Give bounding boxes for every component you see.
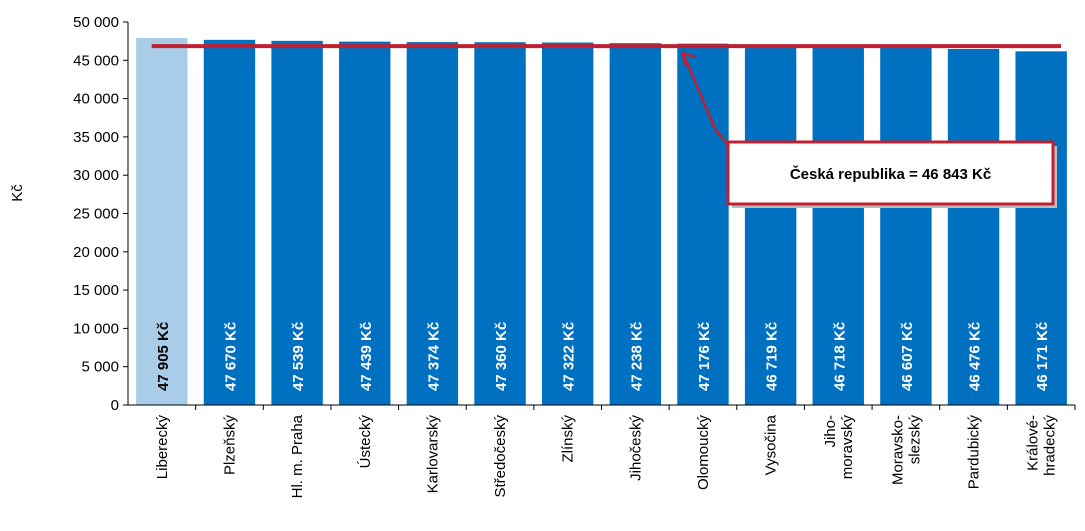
bar	[609, 43, 662, 405]
y-tick-label: 35 000	[73, 129, 119, 146]
reference-line-group: Česká republika = 46 843 Kč	[151, 44, 1061, 208]
bar-value-labels: 47 905 Kč 47 670 Kč 47 539 Kč 47 439 Kč 47 3…	[155, 322, 1051, 391]
y-tick-label: 40 000	[73, 91, 119, 108]
bar-value-label: 46 607 Kč	[899, 322, 916, 391]
bar-value-label: 47 539 Kč	[290, 322, 307, 391]
bar	[474, 42, 526, 405]
x-category-label: Plzeňský	[221, 415, 238, 476]
x-category-label: Olomoucký	[695, 415, 712, 491]
x-axis: Liberecký Plzeňský Hl. m. Praha Ústecký Karl…	[128, 404, 1076, 498]
bar	[541, 42, 594, 405]
bar-value-label: 47 439 Kč	[358, 322, 375, 391]
bar-value-label: 46 718 Kč	[831, 322, 848, 391]
bar	[880, 47, 932, 405]
bar	[203, 39, 256, 405]
callout-label: Česká republika = 46 843 Kč	[790, 165, 991, 183]
y-tick-label: 30 000	[73, 167, 119, 184]
y-tick-label: 45 000	[73, 52, 119, 69]
bar-value-label: 47 670 Kč	[222, 322, 239, 391]
bar-value-label: 46 719 Kč	[764, 322, 781, 391]
y-tick-label: 50 000	[73, 14, 119, 31]
x-category-label: Liberecký	[154, 415, 171, 480]
bar	[677, 43, 729, 406]
y-tick-label: 15 000	[73, 282, 119, 299]
x-category-label: Vysočina	[763, 414, 780, 475]
bar-value-label: 47 905 Kč	[155, 322, 172, 391]
x-category-label: Moravsko-slezský	[889, 415, 923, 486]
x-category-label: Králové-hradecký	[1025, 415, 1059, 476]
callout-arrowhead	[681, 51, 697, 67]
bar	[947, 48, 1000, 406]
x-category-label: Hl. m. Praha	[289, 414, 306, 498]
x-category-label: Jiho-moravský	[822, 415, 856, 480]
bar	[271, 40, 323, 406]
y-tick-label: 5 000	[81, 359, 119, 376]
x-category-label: Jihočeský	[627, 415, 644, 481]
bar-value-label: 47 374 Kč	[425, 322, 442, 391]
x-category-label: Středočeský	[492, 415, 509, 498]
bar	[1015, 51, 1067, 405]
y-tick-label: 0	[111, 397, 119, 414]
callout-connector	[681, 52, 729, 146]
bar-value-label: 46 171 Kč	[1034, 322, 1051, 391]
x-category-label: Zlínský	[560, 415, 577, 463]
bar	[744, 47, 797, 406]
bar-value-label: 47 322 Kč	[561, 322, 578, 391]
bars	[136, 38, 1067, 406]
bar-value-label: 47 238 Kč	[628, 322, 645, 391]
y-axis-title: Kč	[9, 184, 26, 202]
bar-value-label: 47 176 Kč	[696, 322, 713, 391]
y-tick-label: 25 000	[73, 206, 119, 223]
bar	[339, 41, 391, 406]
bar	[812, 47, 864, 405]
y-tick-label: 10 000	[73, 320, 119, 337]
x-category-label: Karlovarský	[424, 415, 441, 494]
bar	[136, 38, 188, 405]
callout-box	[726, 140, 1055, 206]
x-category-label: Ústecký	[357, 415, 374, 469]
bar-value-label: 47 360 Kč	[493, 322, 510, 391]
y-tick-label: 20 000	[73, 244, 119, 261]
x-category-label: Pardubický	[966, 415, 983, 490]
bar	[406, 42, 459, 405]
y-axis-ticks: 0 5 000 10 000 15 000 20 000 25 000 30 000 35 0…	[73, 14, 129, 414]
bar-value-label: 46 476 Kč	[967, 322, 984, 391]
